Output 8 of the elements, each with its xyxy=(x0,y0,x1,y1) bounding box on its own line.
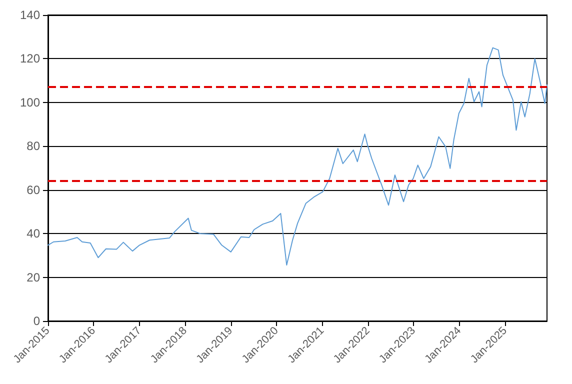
y-tick-label: 80 xyxy=(26,139,40,154)
y-tick-label: 60 xyxy=(26,182,40,197)
y-tick-label: 20 xyxy=(26,270,40,284)
y-tick-label: 40 xyxy=(26,226,40,241)
y-tick-label: 0 xyxy=(33,314,40,328)
y-tick-label: 140 xyxy=(20,8,40,22)
y-tick-label: 100 xyxy=(20,95,40,110)
y-tick-label: 120 xyxy=(20,52,40,66)
